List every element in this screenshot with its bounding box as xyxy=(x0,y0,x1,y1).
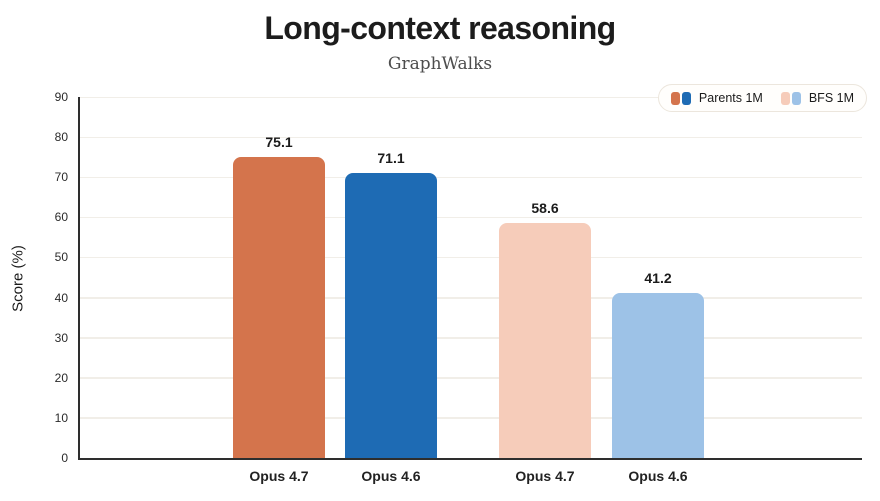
y-axis-title: Score (%) xyxy=(9,245,27,312)
x-tick-label: Opus 4.7 xyxy=(515,468,575,484)
gridline xyxy=(80,377,862,379)
gridline xyxy=(80,256,862,259)
bar-parents-1m-opus-4.6 xyxy=(345,172,437,458)
gridline xyxy=(80,136,862,139)
chart-subtitle: GraphWalks xyxy=(387,54,493,74)
legend-swatch-parents-opus-4.7 xyxy=(670,91,680,105)
legend-item-bfs-1m: BFS 1M xyxy=(780,91,854,105)
chart-title: Long-context reasoning xyxy=(264,10,616,46)
gridline xyxy=(80,297,862,299)
bar-value-label: 41.2 xyxy=(644,269,672,286)
y-tick-label: 70 xyxy=(54,170,68,185)
bar-group-parents-1m-opus-4.7: 75.1 xyxy=(233,97,325,458)
y-tick-label: 30 xyxy=(54,330,68,345)
y-tick-label: 40 xyxy=(54,290,68,305)
y-tick-label: 0 xyxy=(61,451,68,465)
y-tick-label: 90 xyxy=(54,90,68,104)
bar-group-bfs-1m-opus-4.6: 41.2 xyxy=(612,97,704,458)
y-tick-label: 20 xyxy=(54,370,68,385)
bar-bfs-1m-opus-4.6 xyxy=(612,292,704,458)
x-tick-label: Opus 4.6 xyxy=(628,468,688,484)
gridline xyxy=(80,176,862,179)
legend-swatch-parents-opus-4.6 xyxy=(681,91,691,105)
x-tick-label: Opus 4.6 xyxy=(361,468,421,484)
legend-label-parents-1m: Parents 1M xyxy=(698,91,763,105)
legend-label-bfs-1m: BFS 1M xyxy=(808,91,854,105)
bar-group-bfs-1m-opus-4.7: 58.6 xyxy=(499,97,591,458)
bar-parents-1m-opus-4.7 xyxy=(233,156,325,458)
gridline xyxy=(80,417,862,419)
legend-item-parents-1m: Parents 1M xyxy=(670,91,763,105)
gridline xyxy=(80,216,862,219)
x-tick-label: Opus 4.7 xyxy=(249,468,309,484)
bar-value-label: 71.1 xyxy=(377,149,405,166)
gridline xyxy=(80,337,862,339)
legend: Parents 1M BFS 1M xyxy=(657,84,867,112)
bar-group-parents-1m-opus-4.6: 71.1 xyxy=(345,97,437,458)
bar-bfs-1m-opus-4.7 xyxy=(499,222,591,458)
plot-area: 75.1 71.1 58.6 41.2 xyxy=(78,96,862,460)
y-tick-label: 10 xyxy=(54,410,68,425)
y-tick-label: 60 xyxy=(54,210,68,225)
bar-value-label: 58.6 xyxy=(531,199,559,216)
bar-value-label: 75.1 xyxy=(265,133,293,150)
legend-swatch-bfs-opus-4.6 xyxy=(791,91,801,105)
y-tick-label: 80 xyxy=(54,130,68,145)
y-tick-label: 50 xyxy=(54,250,68,265)
gridline xyxy=(80,96,862,98)
legend-swatch-bfs-opus-4.7 xyxy=(780,91,790,105)
